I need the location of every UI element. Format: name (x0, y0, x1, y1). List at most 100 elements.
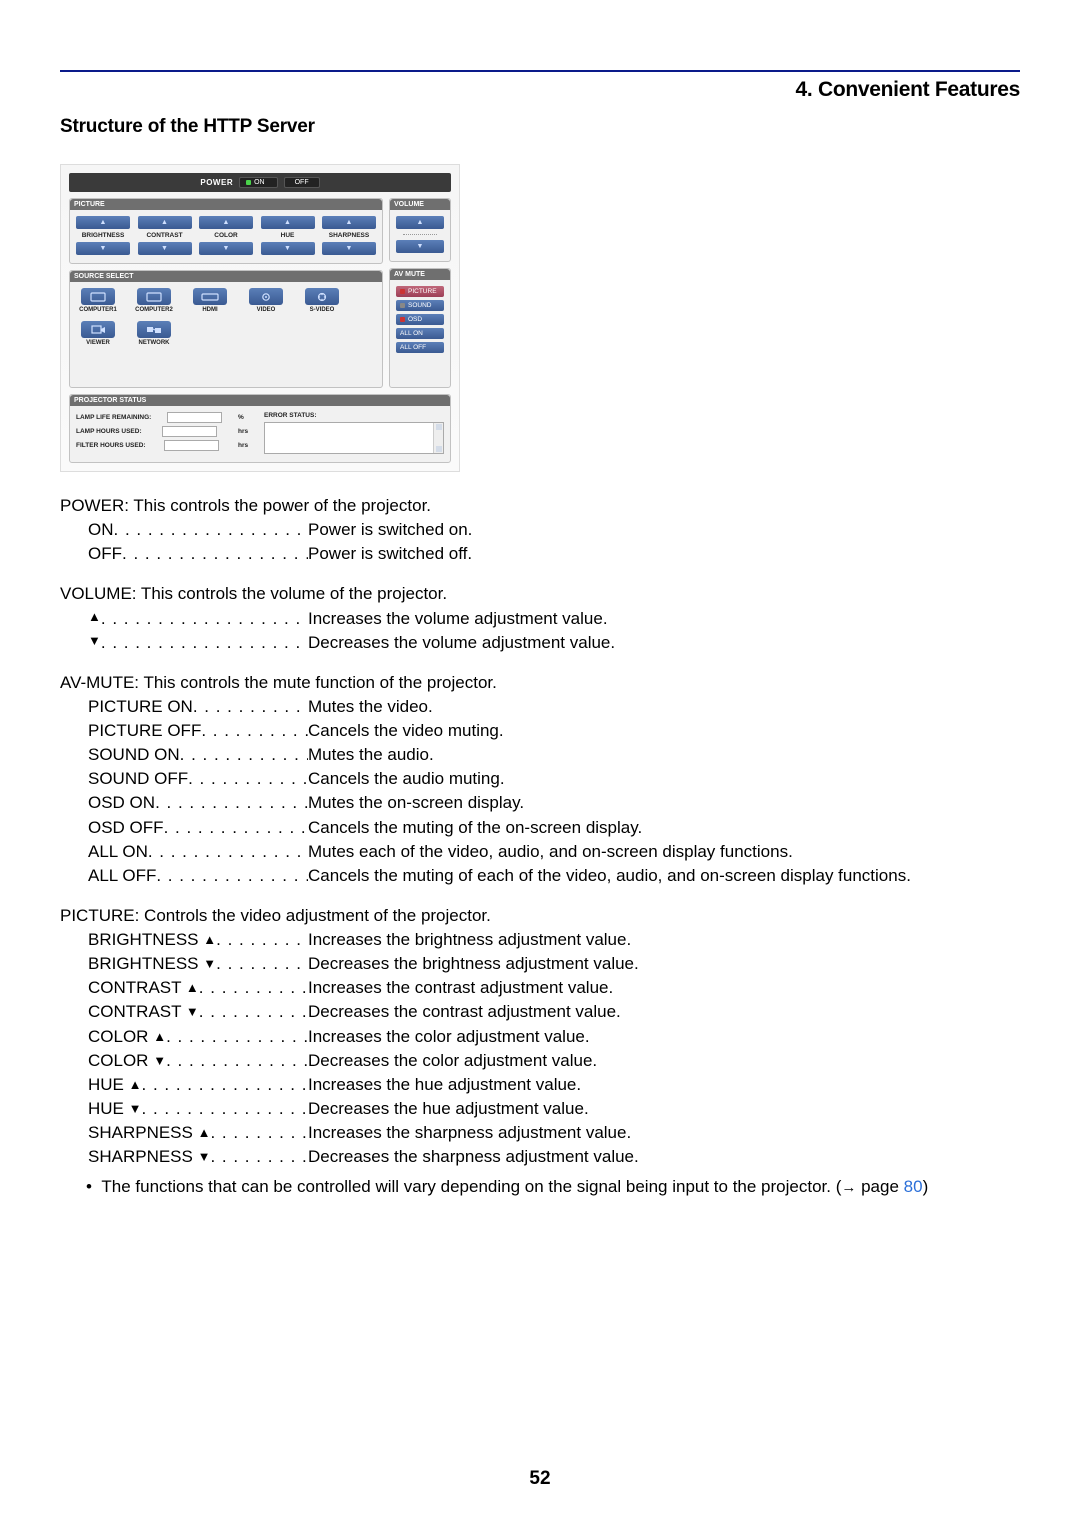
picture-panel-title: PICTURE (70, 199, 382, 210)
description: Mutes the video. (308, 695, 1020, 719)
power-off-button[interactable]: OFF (284, 177, 320, 188)
description: Decreases the contrast adjustment value. (308, 1000, 1020, 1024)
source-panel-title: SOURCE SELECT (70, 271, 382, 282)
av-mute-panel: AV MUTE PICTURE SOUND OSD ALL ON ALL OFF (389, 268, 451, 388)
source-label: HDMI (202, 307, 217, 313)
volume-panel-title: VOLUME (390, 199, 450, 210)
description: Increases the sharpness adjustment value… (308, 1121, 1020, 1145)
adjust-down-button[interactable]: ▼ (138, 242, 192, 255)
definition-row: COLOR ▲. . . . . . . . . . . . . . . . .… (88, 1025, 1020, 1049)
picture-col-label: COLOR (214, 232, 237, 239)
power-on-button[interactable]: ON (239, 177, 278, 188)
source-label: VIDEO (257, 307, 276, 313)
picture-col: ▲ CONTRAST ▼ (138, 216, 192, 255)
source-button[interactable] (193, 288, 227, 305)
source-button[interactable] (137, 288, 171, 305)
lamp-life-label: LAMP LIFE REMAINING: (76, 414, 151, 421)
definition-row: COLOR ▼. . . . . . . . . . . . . . . . .… (88, 1049, 1020, 1073)
adjust-up-button[interactable]: ▲ (138, 216, 192, 229)
status-panel-title: PROJECTOR STATUS (70, 395, 450, 406)
definition-row: OFF. . . . . . . . . . . . . . . . . . .… (88, 542, 1020, 566)
http-server-screenshot: POWER ON OFF PICTURE ▲ BRIGHTNESS ▼▲ CON… (60, 164, 460, 472)
footnote: • The functions that can be controlled w… (98, 1175, 1020, 1199)
description: Increases the volume adjustment value. (308, 607, 1020, 631)
source-button[interactable] (249, 288, 283, 305)
source-item: HDMI (188, 288, 232, 313)
term: SOUND ON. . . . . . . . . . . . . . . . … (88, 743, 308, 767)
term: COLOR ▼. . . . . . . . . . . . . . . . .… (88, 1049, 308, 1073)
section-intro: VOLUME: This controls the volume of the … (60, 582, 1020, 606)
section-intro: PICTURE: Controls the video adjustment o… (60, 904, 1020, 928)
source-item: COMPUTER1 (76, 288, 120, 313)
picture-col-label: BRIGHTNESS (82, 232, 125, 239)
term: OSD OFF. . . . . . . . . . . . . . . . .… (88, 816, 308, 840)
scrollbar[interactable] (433, 423, 443, 453)
definition-row: ALL OFF. . . . . . . . . . . . . . . . .… (88, 864, 1020, 888)
definition-row: CONTRAST ▼. . . . . . . . . . . . . . . … (88, 1000, 1020, 1024)
lamp-life-field (167, 412, 222, 423)
source-item: COMPUTER2 (132, 288, 176, 313)
adjust-up-button[interactable]: ▲ (322, 216, 376, 229)
adjust-down-button[interactable]: ▼ (261, 242, 315, 255)
description: Decreases the hue adjustment value. (308, 1097, 1020, 1121)
source-button[interactable] (81, 288, 115, 305)
error-status-label: ERROR STATUS: (264, 412, 316, 419)
definition-row: PICTURE ON. . . . . . . . . . . . . . . … (88, 695, 1020, 719)
body-text: POWER: This controls the power of the pr… (60, 494, 1020, 1199)
source-label: COMPUTER2 (135, 307, 173, 313)
lamp-hours-label: LAMP HOURS USED: (76, 428, 142, 435)
picture-col-label: SHARPNESS (329, 232, 369, 239)
volume-down-button[interactable]: ▼ (396, 240, 444, 253)
source-button[interactable] (81, 321, 115, 338)
definition-row: SHARPNESS ▼. . . . . . . . . . . . . . .… (88, 1145, 1020, 1169)
term: ALL OFF. . . . . . . . . . . . . . . . .… (88, 864, 308, 888)
definition-row: ▲. . . . . . . . . . . . . . . . . . . .… (88, 607, 1020, 631)
term: HUE ▼. . . . . . . . . . . . . . . . . .… (88, 1097, 308, 1121)
definition-row: SHARPNESS ▲. . . . . . . . . . . . . . .… (88, 1121, 1020, 1145)
definition-row: HUE ▲. . . . . . . . . . . . . . . . . .… (88, 1073, 1020, 1097)
description: Power is switched on. (308, 518, 1020, 542)
description: Increases the brightness adjustment valu… (308, 928, 1020, 952)
description: Increases the color adjustment value. (308, 1025, 1020, 1049)
term: CONTRAST ▲. . . . . . . . . . . . . . . … (88, 976, 308, 1000)
term: ON. . . . . . . . . . . . . . . . . . . … (88, 518, 308, 542)
section-title: Structure of the HTTP Server (60, 116, 1020, 138)
term: COLOR ▲. . . . . . . . . . . . . . . . .… (88, 1025, 308, 1049)
chapter-title: 4. Convenient Features (60, 78, 1020, 102)
picture-col: ▲ SHARPNESS ▼ (322, 216, 376, 255)
source-label: NETWORK (139, 340, 170, 346)
adjust-up-button[interactable]: ▲ (261, 216, 315, 229)
source-item: S-VIDEO (300, 288, 344, 313)
adjust-up-button[interactable]: ▲ (76, 216, 130, 229)
lamp-hours-field (162, 426, 217, 437)
volume-up-button[interactable]: ▲ (396, 216, 444, 229)
picture-col-label: CONTRAST (146, 232, 182, 239)
term: OFF. . . . . . . . . . . . . . . . . . .… (88, 542, 308, 566)
source-item: VIDEO (244, 288, 288, 313)
source-label: S-VIDEO (310, 307, 335, 313)
term: HUE ▲. . . . . . . . . . . . . . . . . .… (88, 1073, 308, 1097)
source-label: VIEWER (86, 340, 110, 346)
description: Power is switched off. (308, 542, 1020, 566)
mute-all-on-button[interactable]: ALL ON (396, 328, 444, 339)
mute-all-off-button[interactable]: ALL OFF (396, 342, 444, 353)
page-link[interactable]: 80 (904, 1177, 923, 1196)
picture-col-label: HUE (281, 232, 295, 239)
definition-row: HUE ▼. . . . . . . . . . . . . . . . . .… (88, 1097, 1020, 1121)
adjust-down-button[interactable]: ▼ (76, 242, 130, 255)
mute-osd-button[interactable]: OSD (396, 314, 444, 325)
adjust-up-button[interactable]: ▲ (199, 216, 253, 229)
adjust-down-button[interactable]: ▼ (199, 242, 253, 255)
source-button[interactable] (137, 321, 171, 338)
description: Mutes each of the video, audio, and on-s… (308, 840, 1020, 864)
description: Decreases the sharpness adjustment value… (308, 1145, 1020, 1169)
filter-hours-label: FILTER HOURS USED: (76, 442, 146, 449)
mute-picture-button[interactable]: PICTURE (396, 286, 444, 297)
source-button[interactable] (305, 288, 339, 305)
mute-sound-button[interactable]: SOUND (396, 300, 444, 311)
term: SHARPNESS ▼. . . . . . . . . . . . . . .… (88, 1145, 308, 1169)
description: Decreases the volume adjustment value. (308, 631, 1020, 655)
adjust-down-button[interactable]: ▼ (322, 242, 376, 255)
section-intro: POWER: This controls the power of the pr… (60, 494, 1020, 518)
term: PICTURE OFF. . . . . . . . . . . . . . .… (88, 719, 308, 743)
